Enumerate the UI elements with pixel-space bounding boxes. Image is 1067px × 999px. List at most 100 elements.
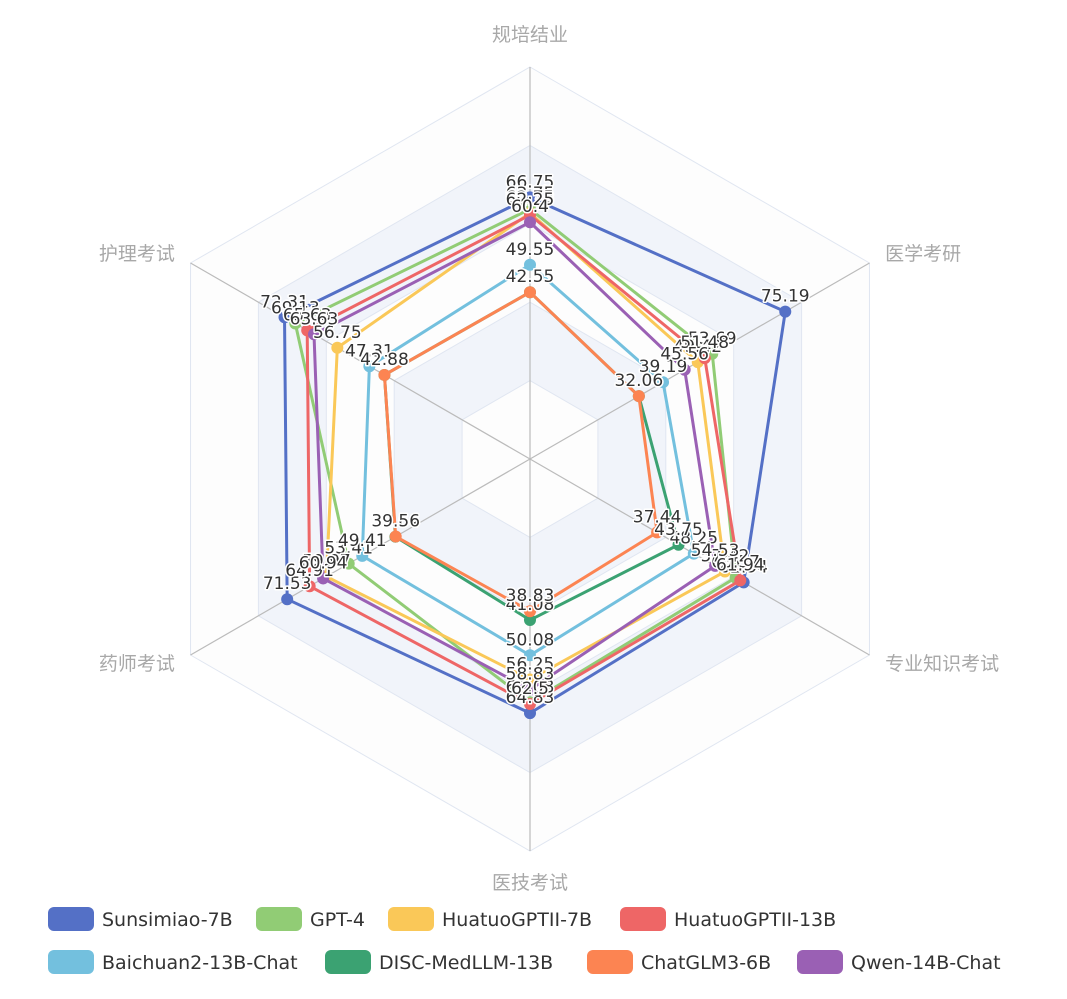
series-point-2-3[interactable] [524, 673, 536, 686]
series-point-3-3[interactable] [524, 698, 536, 710]
data-label-3-5: 65.63 [283, 305, 332, 325]
series-point-6-0[interactable] [524, 286, 536, 299]
series-point-2-2[interactable] [718, 565, 731, 578]
series-point-0-3[interactable] [524, 707, 536, 720]
data-label-0-5: 72.31 [260, 292, 309, 312]
series-4 [356, 258, 700, 662]
data-label-0-0: 66.75 [506, 172, 555, 192]
series-point-4-2[interactable] [687, 547, 700, 560]
data-label-5-3: 41.08 [506, 595, 555, 615]
radar-split-area-3 [326, 223, 734, 695]
series-point-4-3[interactable] [524, 649, 536, 662]
series-point-1-5[interactable] [289, 317, 302, 330]
legend-label-6: ChatGLM3-6B [641, 952, 771, 974]
data-label-7-4: 60.94 [299, 553, 348, 573]
legend-item-0[interactable]: Sunsimiao-7B [48, 907, 233, 931]
data-label-1-3: 62.08 [506, 677, 555, 697]
data-label-4-3: 50.08 [506, 630, 555, 650]
series-0 [278, 191, 792, 720]
data-label-2-1: 49.42 [673, 337, 722, 357]
series-point-3-1[interactable] [698, 352, 711, 365]
indicator-label-2: 专业知识考试 [885, 653, 999, 675]
data-label-7-1: 45.56 [660, 345, 709, 365]
legend-label-1: GPT-4 [310, 909, 365, 931]
data-label-7-0: 60.4 [511, 197, 549, 217]
data-label-4-1: 39.19 [639, 357, 688, 377]
legend-label-7: Qwen-14B-Chat [851, 952, 1001, 974]
legend-swatch-3 [620, 907, 666, 931]
legend-label-0: Sunsimiao-7B [102, 909, 233, 931]
data-label-3-1: 51.48 [680, 333, 729, 353]
series-point-6-1[interactable] [632, 390, 645, 403]
series-point-7-5[interactable] [307, 328, 320, 341]
data-label-7-5: 63.63 [290, 309, 339, 329]
series-point-0-1[interactable] [779, 305, 792, 318]
radar-axis-line-5 [190, 262, 531, 460]
series-point-4-5[interactable] [363, 360, 376, 373]
series-point-5-2[interactable] [672, 538, 685, 551]
radar-data-labels: 66.75 75.19 62.94 64.83 71.53 72.31 63.75 53.69… [259, 171, 811, 710]
radar-axis-line-2 [529, 458, 870, 656]
indicator-label-4: 药师考试 [99, 653, 175, 675]
data-label-1-0: 63.75 [506, 184, 555, 204]
data-label-6-2: 37.44 [633, 507, 682, 527]
series-point-0-0[interactable] [524, 191, 536, 204]
series-point-3-2[interactable] [734, 574, 747, 587]
chart-legend[interactable]: Sunsimiao-7B GPT-4 HuatuoGPTII-7B HuatuoGPT… [48, 907, 1001, 974]
legend-swatch-4 [48, 950, 94, 974]
legend-item-3[interactable]: HuatuoGPTII-13B [620, 907, 836, 931]
series-point-0-4[interactable] [281, 593, 294, 606]
series-point-1-4[interactable] [342, 557, 355, 570]
data-label-3-4: 64.91 [285, 561, 334, 581]
data-label-6-0: 42.55 [506, 267, 555, 287]
legend-item-6[interactable]: ChatGLM3-6B [587, 950, 771, 974]
series-point-5-3[interactable] [524, 614, 536, 627]
data-label-3-0: 62.25 [506, 190, 555, 210]
series-6 [378, 286, 664, 618]
data-label-7-3: 58.83 [506, 665, 555, 685]
series-point-7-4[interactable] [317, 572, 330, 585]
series-point-7-1[interactable] [678, 363, 691, 376]
data-label-0-1: 75.19 [761, 287, 810, 307]
series-point-0-5[interactable] [278, 311, 291, 324]
series-point-6-3[interactable] [524, 605, 536, 618]
series-point-3-4[interactable] [303, 580, 316, 593]
data-label-0-2: 62.94 [719, 557, 768, 577]
data-label-4-2: 48.25 [669, 529, 718, 549]
data-label-6-1: 32.06 [615, 371, 664, 391]
legend-item-5[interactable]: DISC-MedLLM-13B [325, 950, 553, 974]
series-point-6-5[interactable] [378, 368, 391, 381]
data-label-5-0: 42.55 [506, 267, 555, 287]
legend-item-1[interactable]: GPT-4 [256, 907, 365, 931]
series-point-7-2[interactable] [709, 559, 722, 572]
legend-item-2[interactable]: HuatuoGPTII-7B [388, 907, 592, 931]
series-point-4-1[interactable] [657, 376, 670, 389]
indicator-label-0: 规培结业 [492, 24, 568, 46]
data-label-2-0: 62.75 [506, 188, 555, 208]
legend-label-5: DISC-MedLLM-13B [379, 952, 553, 974]
data-label-2-3: 56.25 [506, 655, 555, 675]
series-7 [307, 216, 722, 696]
legend-label-4: Baichuan2-13B-Chat [102, 952, 298, 974]
data-label-5-4: 39.64 [371, 512, 420, 532]
series-point-7-0[interactable] [524, 216, 536, 229]
legend-label-3: HuatuoGPTII-13B [674, 909, 836, 931]
legend-item-7[interactable]: Qwen-14B-Chat [797, 950, 1001, 974]
data-label-3-3: 62.5 [511, 679, 549, 699]
series-point-6-2[interactable] [651, 526, 664, 539]
data-label-2-4: 59.97 [302, 552, 351, 572]
legend-item-4[interactable]: Baichuan2-13B-Chat [48, 950, 298, 974]
series-point-2-5[interactable] [331, 341, 344, 354]
series-point-4-4[interactable] [356, 549, 369, 562]
data-label-4-5: 47.31 [345, 341, 394, 361]
indicator-label-3: 医技考试 [492, 872, 568, 894]
series-point-6-4[interactable] [389, 530, 402, 543]
series-point-7-3[interactable] [524, 683, 536, 696]
series-point-4-0[interactable] [524, 258, 536, 271]
series-3 [301, 208, 747, 710]
data-label-1-5: 69.13 [271, 299, 320, 319]
data-label-6-3: 38.83 [506, 586, 555, 606]
